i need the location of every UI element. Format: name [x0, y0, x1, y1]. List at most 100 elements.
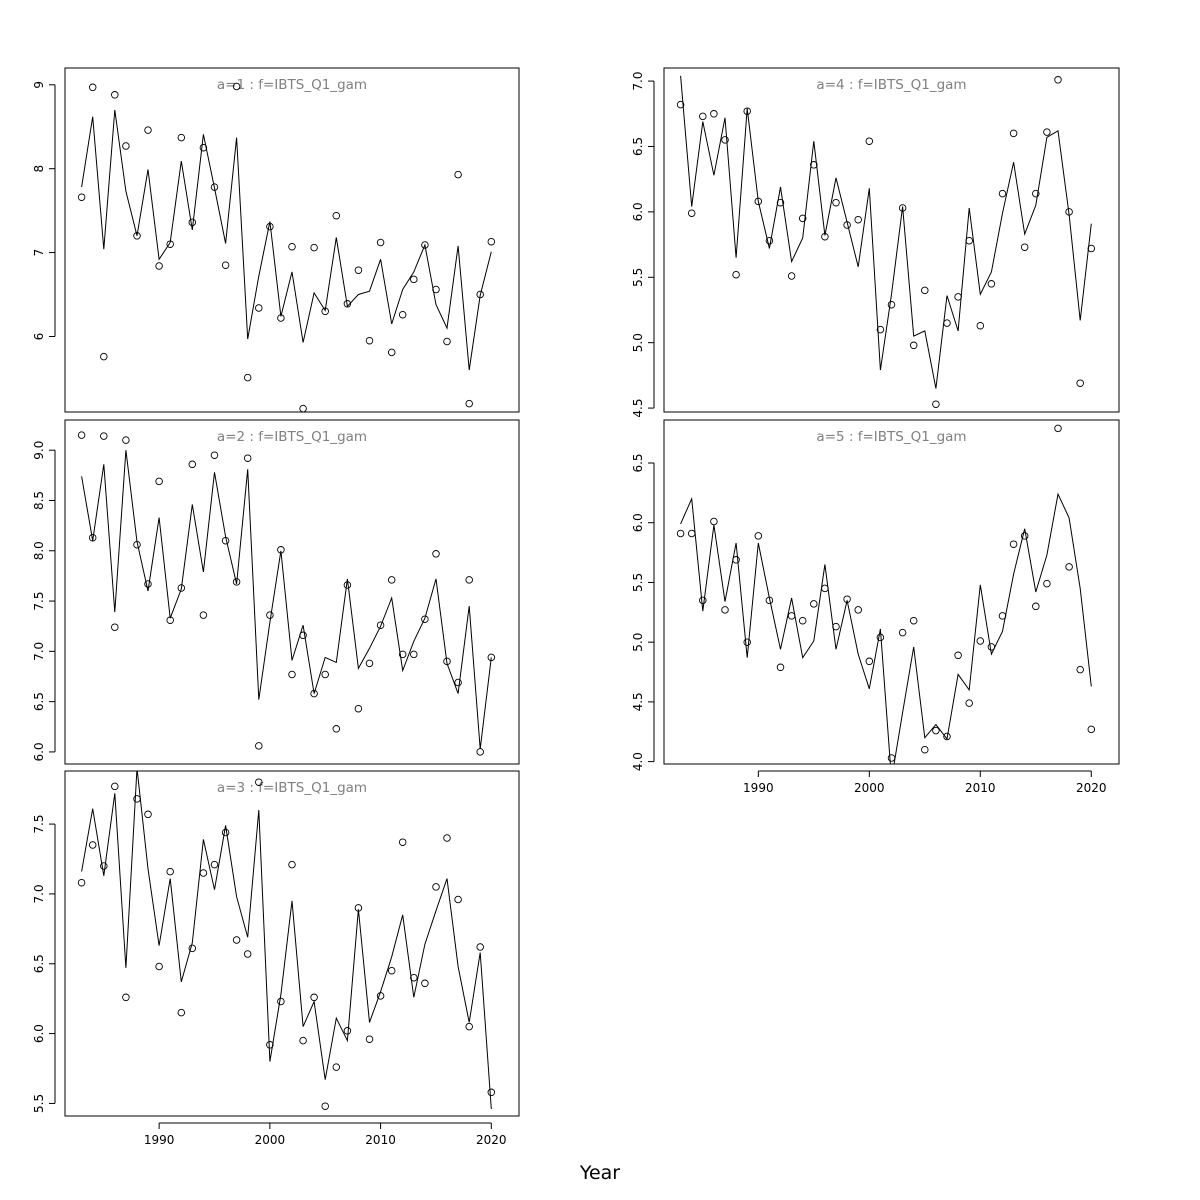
- data-point: [177, 133, 186, 142]
- data-point: [965, 699, 973, 707]
- data-point: [365, 336, 374, 345]
- y-tick-label: 7.5: [32, 592, 46, 611]
- data-point: [387, 576, 396, 584]
- data-point: [454, 895, 462, 904]
- data-point: [798, 616, 807, 625]
- data-point: [144, 126, 152, 134]
- y-tick-label: 6.0: [631, 513, 645, 532]
- data-point: [909, 616, 918, 625]
- data-point: [199, 143, 208, 152]
- data-point: [232, 578, 241, 586]
- data-point: [199, 611, 208, 619]
- data-point: [854, 215, 862, 224]
- data-point: [299, 404, 307, 412]
- x-tick-label: 1990: [743, 781, 774, 795]
- data-point: [887, 754, 896, 762]
- x-tick-label: 2020: [476, 1133, 507, 1147]
- data-point: [155, 962, 163, 971]
- y-tick-label: 6.5: [631, 137, 645, 156]
- data-point: [122, 993, 130, 1002]
- data-point: [1032, 602, 1040, 611]
- data-point: [1076, 665, 1084, 674]
- data-point: [710, 517, 718, 526]
- data-point: [133, 232, 141, 240]
- data-point: [854, 606, 862, 614]
- data-point: [943, 732, 951, 741]
- data-point: [476, 748, 484, 756]
- data-point: [277, 997, 285, 1006]
- data-point: [865, 137, 874, 145]
- data-point: [465, 576, 473, 584]
- data-point: [177, 1008, 186, 1017]
- y-tick-label: 7.0: [631, 72, 645, 91]
- data-point: [111, 623, 119, 631]
- data-point: [354, 704, 363, 713]
- data-point: [487, 237, 496, 246]
- data-point: [266, 611, 274, 619]
- data-point: [454, 170, 462, 179]
- data-point: [332, 725, 341, 733]
- y-tick-label: 6.0: [32, 1024, 46, 1043]
- data-point: [1076, 379, 1084, 387]
- data-point: [255, 304, 263, 312]
- data-point: [354, 266, 363, 274]
- data-point: [1043, 128, 1051, 136]
- data-point: [787, 612, 796, 620]
- y-tick-label: 7.5: [32, 815, 46, 834]
- panel-title: a=2 : f=IBTS_Q1_gam: [217, 429, 367, 445]
- fitted-line: [81, 109, 492, 371]
- data-point: [111, 91, 119, 99]
- panel-title: a=1 : f=IBTS_Q1_gam: [217, 77, 367, 93]
- data-point: [832, 198, 840, 207]
- data-point: [376, 238, 385, 247]
- data-point: [155, 477, 163, 486]
- x-axis-label: Year: [579, 1162, 620, 1184]
- y-tick-label: 7: [32, 249, 46, 257]
- y-tick-label: 5.5: [631, 268, 645, 287]
- data-point: [288, 242, 296, 251]
- y-tick-label: 6.5: [32, 692, 46, 711]
- y-tick-label: 6: [32, 333, 46, 341]
- data-point: [398, 310, 407, 319]
- data-point: [810, 161, 818, 169]
- data-point: [398, 650, 407, 659]
- y-tick-label: 5.5: [32, 1094, 46, 1113]
- data-point: [987, 280, 996, 288]
- data-point: [721, 606, 729, 614]
- data-point: [88, 533, 97, 542]
- y-tick-label: 8: [32, 165, 46, 173]
- data-point: [676, 100, 685, 109]
- y-tick-label: 9: [32, 81, 46, 89]
- data-point: [210, 451, 219, 459]
- data-point: [798, 214, 807, 223]
- data-point: [998, 189, 1007, 198]
- data-point: [188, 218, 197, 227]
- data-point: [266, 1041, 274, 1049]
- y-tick-label: 8.0: [32, 541, 46, 560]
- data-point: [221, 261, 230, 269]
- x-tick-label: 2020: [1076, 781, 1107, 795]
- data-point: [100, 352, 108, 361]
- data-point: [1054, 424, 1062, 433]
- data-point: [976, 321, 985, 330]
- data-point: [743, 638, 751, 646]
- data-point: [310, 993, 318, 1002]
- panel-2: a=2 : f=IBTS_Q1_gam 6.0 6.5 7.0 7.5 8.0 8.5 9.0: [32, 419, 520, 765]
- data-point: [210, 860, 219, 869]
- data-point: [1065, 563, 1073, 571]
- data-point: [343, 300, 352, 308]
- y-tick-label: 7.0: [32, 642, 46, 661]
- data-point: [821, 584, 829, 593]
- data-point: [454, 678, 462, 687]
- data-point: [932, 726, 940, 735]
- data-point: [432, 883, 440, 891]
- data-point: [865, 657, 874, 666]
- data-point: [111, 782, 119, 791]
- data-point: [221, 828, 230, 837]
- data-point: [954, 651, 962, 660]
- data-point: [88, 841, 97, 849]
- panel-frame: [64, 419, 520, 765]
- y-tick-label: 7.0: [32, 884, 46, 903]
- panel-title: a=4 : f=IBTS_Q1_gam: [816, 77, 966, 93]
- x-tick-label: 1990: [144, 1133, 175, 1147]
